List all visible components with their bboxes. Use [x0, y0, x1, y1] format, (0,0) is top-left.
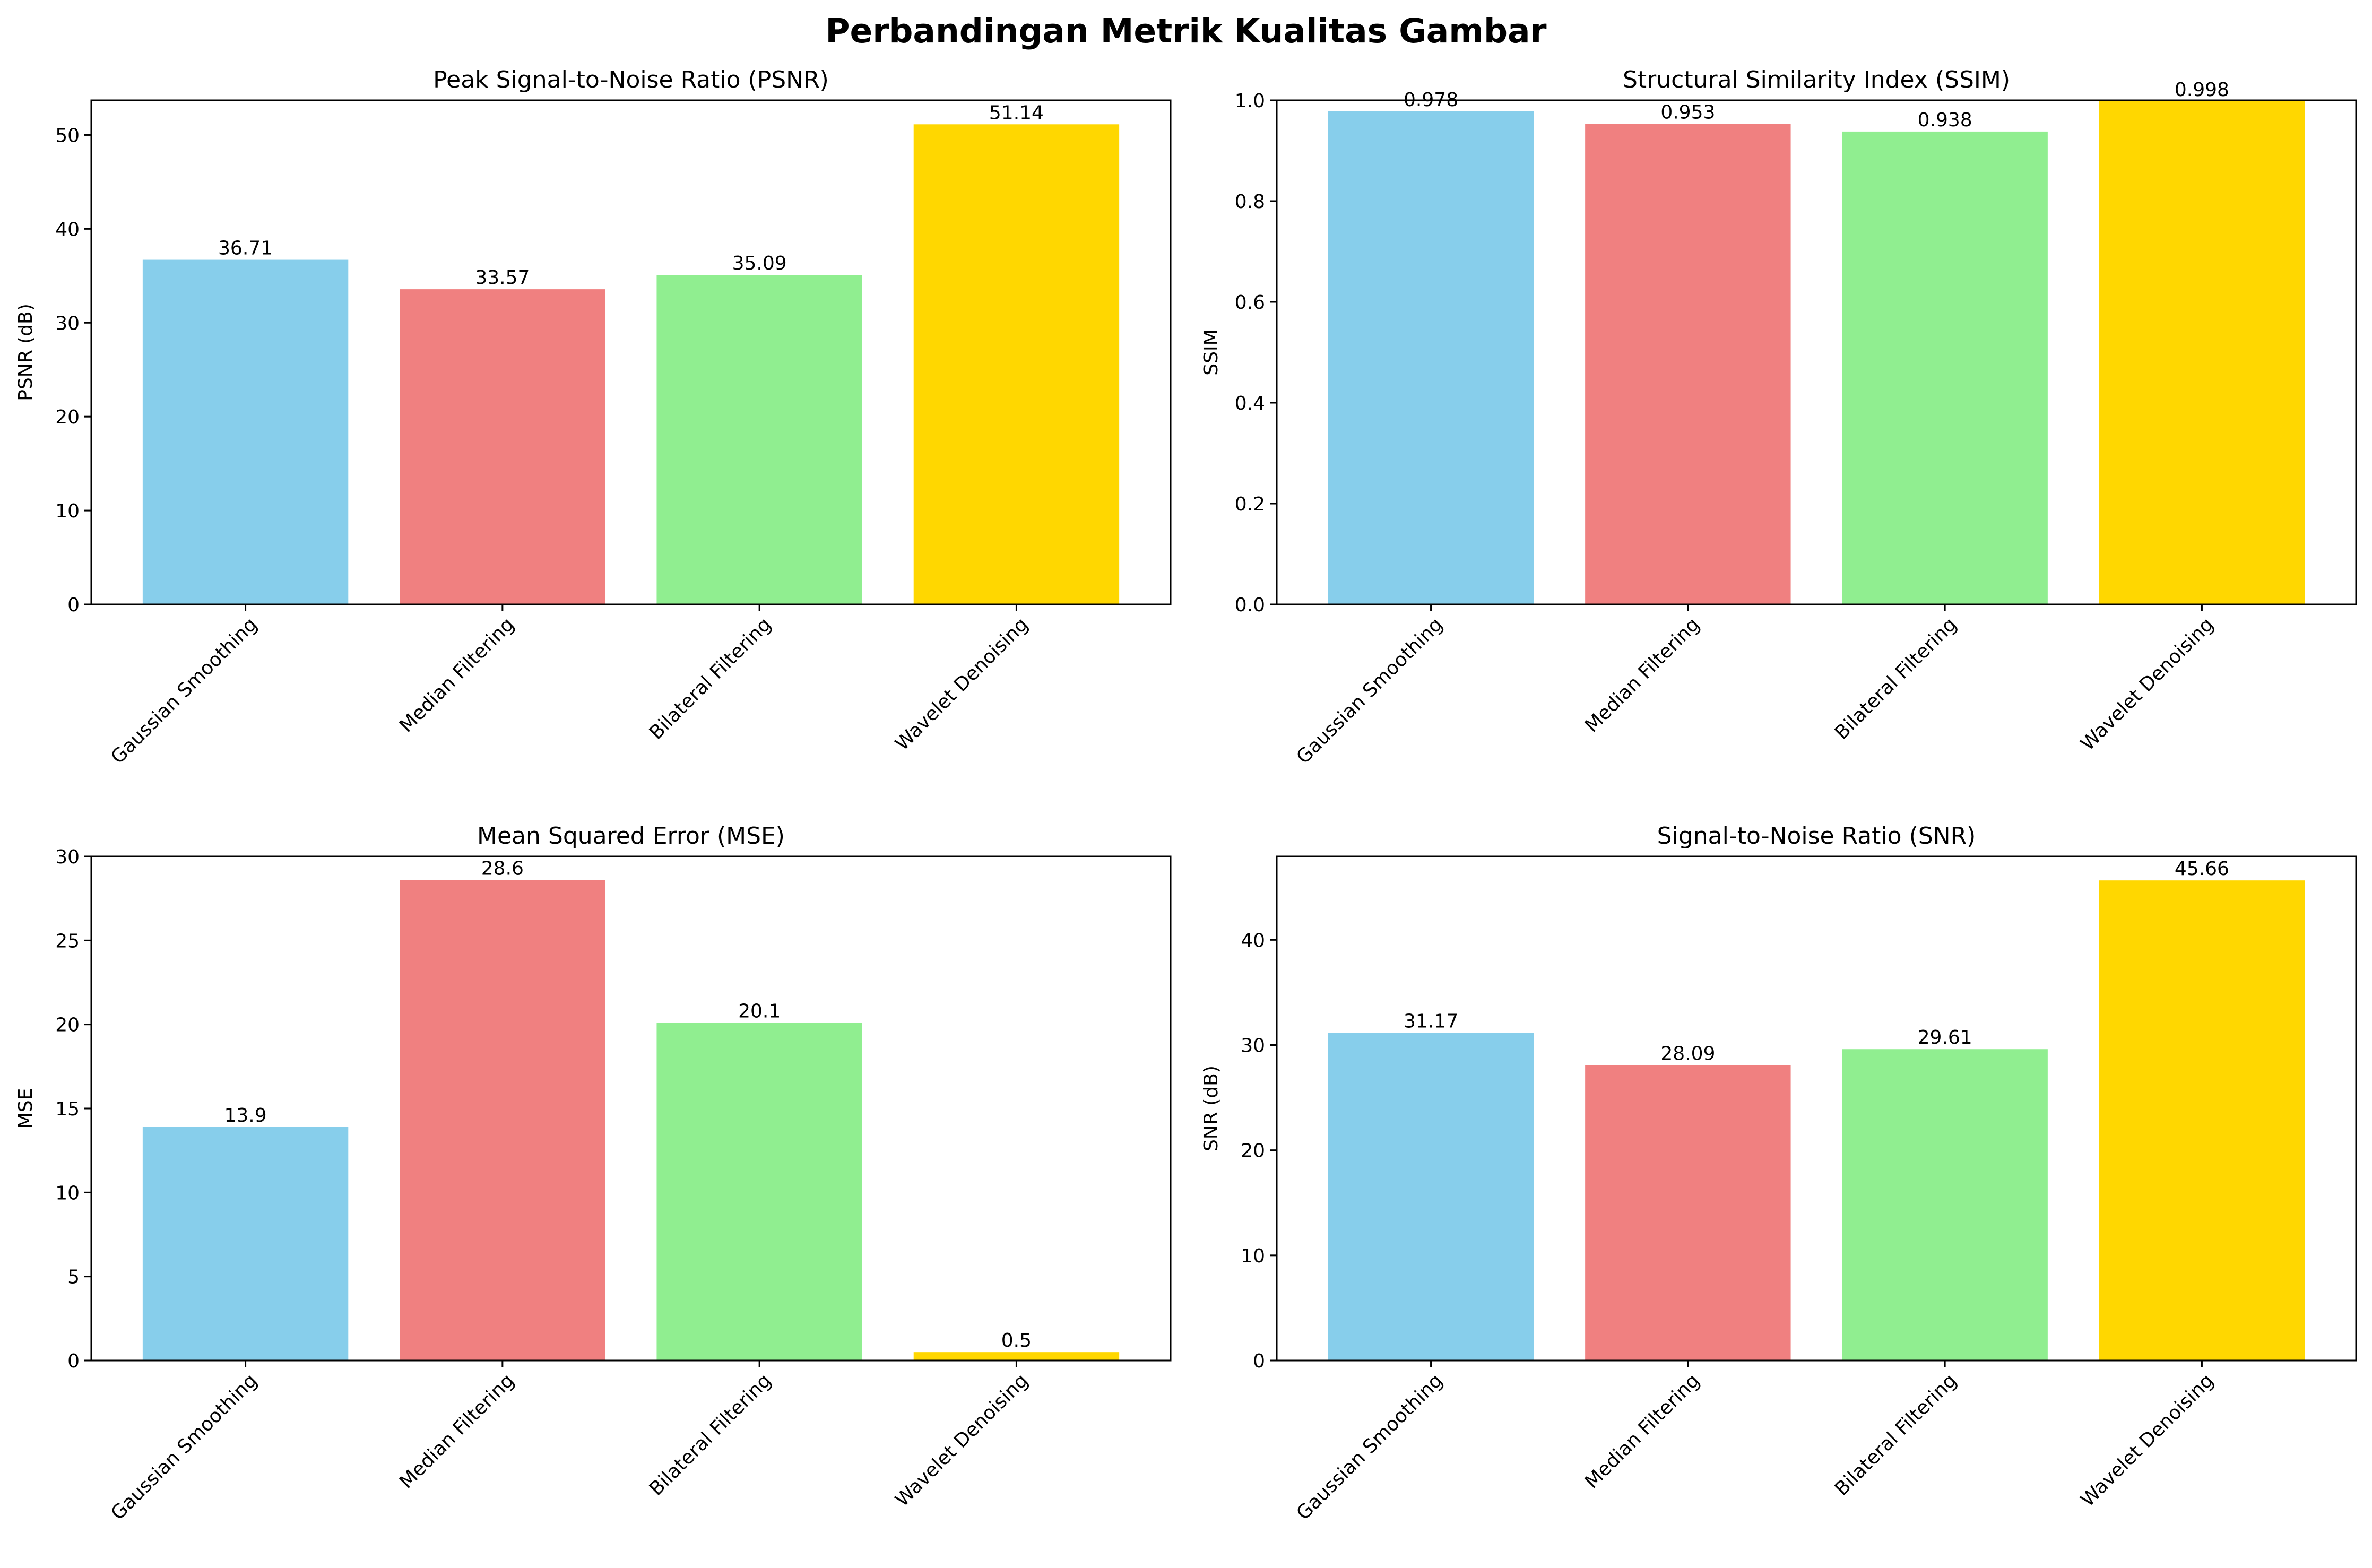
x-tick-label: Gaussian Smoothing: [1292, 1370, 1447, 1524]
y-tick-label: 0.4: [1235, 393, 1265, 414]
x-tick-label: Bilateral Filtering: [645, 613, 775, 743]
bar-value-label: 0.5: [1001, 1330, 1032, 1352]
y-tick-label: 30: [1241, 1035, 1265, 1057]
chart-panel-2: Structural Similarity Index (SSIM)0.9780…: [1200, 66, 2357, 768]
plot-frame: [1276, 99, 2357, 605]
bar-value-label: 51.14: [989, 102, 1044, 124]
y-axis-label: SNR (dB): [1200, 1065, 1222, 1151]
x-tick-label: Bilateral Filtering: [1831, 613, 1961, 743]
y-tick-label: 0: [67, 594, 80, 616]
y-axis-label: MSE: [15, 1088, 37, 1129]
bar-3: [656, 275, 862, 604]
bar-1: [142, 259, 349, 604]
figure-title: Perbandingan Metrik Kualitas Gambar: [825, 12, 1546, 50]
chart-panel-4: Signal-to-Noise Ratio (SNR) 31.17 28.09 29.…: [1200, 822, 2357, 1524]
y-tick-label: 0.2: [1235, 493, 1265, 515]
x-tick-label: Wavelet Denoising: [2076, 1370, 2218, 1511]
bar-4: [913, 124, 1120, 604]
y-tick-label: 25: [55, 930, 80, 952]
x-tick-label: Bilateral Filtering: [1831, 1370, 1961, 1500]
y-tick-label: 30: [55, 846, 80, 868]
plot-frame: [90, 99, 1172, 605]
x-tick-label: Gaussian Smoothing: [107, 613, 261, 768]
chart-title: Peak Signal-to-Noise Ratio (PSNR): [433, 66, 829, 93]
chart-title: Mean Squared Error (MSE): [477, 822, 785, 850]
bar-1: [1328, 1033, 1534, 1361]
bar-value-label: 0.953: [1660, 102, 1715, 124]
bar-4: [913, 1352, 1120, 1361]
bar-value-label: 0.938: [1918, 109, 1972, 131]
y-tick-label: 15: [55, 1098, 80, 1120]
bar-2: [1585, 1065, 1791, 1361]
y-tick-label: 0.8: [1235, 191, 1265, 213]
bar-value-label: 33.57: [475, 267, 530, 289]
bar-3: [1842, 1049, 2048, 1361]
bar-value-label: 35.09: [732, 253, 787, 274]
x-tick-label: Gaussian Smoothing: [1292, 613, 1447, 768]
x-tick-label: Median Filtering: [395, 1370, 518, 1493]
bar-1: [1328, 111, 1534, 604]
bar-3: [1842, 131, 2048, 604]
x-tick-label: Wavelet Denoising: [2076, 613, 2218, 755]
bar-4: [2099, 101, 2305, 604]
y-tick-label: 0: [1253, 1350, 1265, 1372]
chart-panel-3: Mean Squared Error (MSE) 13.9 28.6 20.1 0.5 0…: [15, 822, 1172, 1524]
y-tick-label: 0.0: [1235, 594, 1265, 616]
y-tick-label: 40: [55, 219, 80, 240]
bar-1: [142, 1127, 349, 1361]
bar-value-label: 36.71: [218, 238, 273, 259]
bar-value-label: 20.1: [738, 1001, 781, 1023]
y-tick-label: 0.6: [1235, 292, 1265, 314]
chart-panels: Peak Signal-to-Noise Ratio (PSNR) 36.71 33…: [15, 66, 2357, 1524]
y-tick-label: 30: [55, 313, 80, 334]
bar-value-label: 28.6: [481, 857, 524, 879]
bar-value-label: 31.17: [1404, 1010, 1458, 1032]
y-tick-label: 20: [55, 406, 80, 428]
bar-value-label: 29.61: [1918, 1027, 1972, 1049]
y-axis-label: SSIM: [1200, 329, 1222, 375]
y-tick-label: 5: [67, 1267, 80, 1288]
y-tick-label: 50: [55, 125, 80, 146]
y-tick-label: 20: [55, 1015, 80, 1036]
y-tick-label: 0: [67, 1350, 80, 1372]
bar-2: [400, 289, 605, 604]
x-tick-label: Gaussian Smoothing: [107, 1370, 261, 1524]
x-tick-label: Median Filtering: [1581, 1370, 1704, 1493]
y-tick-label: 10: [55, 1182, 80, 1204]
bar-3: [656, 1023, 862, 1361]
y-tick-label: 10: [1241, 1245, 1265, 1267]
bar-value-label: 28.09: [1660, 1043, 1715, 1064]
y-axis-label: PSNR (dB): [15, 304, 37, 401]
x-tick-label: Median Filtering: [395, 613, 518, 737]
x-tick-label: Bilateral Filtering: [645, 1370, 775, 1500]
chart-panel-1: Peak Signal-to-Noise Ratio (PSNR) 36.71 33…: [15, 66, 1172, 768]
x-tick-label: Median Filtering: [1581, 613, 1704, 737]
y-tick-label: 40: [1241, 930, 1265, 951]
bar-value-label: 0.998: [2175, 79, 2229, 101]
chart-title: Structural Similarity Index (SSIM): [1623, 66, 2010, 93]
y-tick-label: 20: [1241, 1140, 1265, 1162]
bar-2: [1585, 124, 1791, 604]
bar-value-label: 13.9: [224, 1105, 266, 1127]
plot-frame: [1276, 855, 2357, 1362]
x-tick-label: Wavelet Denoising: [891, 613, 1032, 755]
y-tick-label: 10: [55, 500, 80, 522]
bar-4: [2099, 880, 2305, 1361]
y-tick-label: 1.0: [1235, 90, 1265, 112]
x-tick-label: Wavelet Denoising: [891, 1370, 1032, 1511]
chart-title: Signal-to-Noise Ratio (SNR): [1657, 822, 1976, 850]
bar-2: [400, 880, 605, 1361]
bar-value-label: 45.66: [2175, 858, 2229, 880]
